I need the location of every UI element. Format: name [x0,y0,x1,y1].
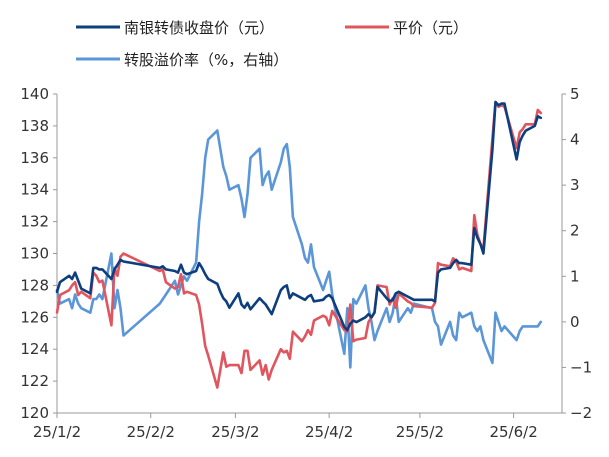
chart-legend: 南银转债收盘价（元） 平价（元） 转股溢价率（%，右轴） [76,19,468,69]
chart-series: 转股溢价率（%，右轴）平价（元）南银转债收盘价（元） [55,100,543,389]
left-y-tick-label: 140 [20,85,49,103]
series-line-3: 转股溢价率（%，右轴） [55,129,543,369]
right-y-tick-label: 4 [570,131,580,149]
left-y-tick-label: 124 [20,340,49,358]
right-y-tick-label: −1 [570,358,592,376]
right-y-tick-label: 2 [570,222,580,240]
right-y-tick-label: 0 [570,313,580,331]
left-y-tick-label: 134 [20,181,49,199]
legend-label-3: 转股溢价率（%，右轴） [124,51,288,69]
left-y-tick-label: 136 [20,149,49,167]
left-y-tick-label: 126 [20,308,49,326]
legend-label-2: 平价（元） [393,19,468,37]
left-y-tick-label: 138 [20,117,49,135]
left-y-tick-label: 132 [20,213,49,231]
x-tick-label: 25/3/2 [211,423,259,441]
left-y-tick-label: 122 [20,372,49,390]
x-tick-label: 25/5/2 [396,423,444,441]
right-y-tick-label: 3 [570,176,580,194]
chart-ticks: 120122124126128130132134136138140−2−1012… [20,85,592,441]
left-y-tick-label: 128 [20,276,49,294]
left-y-tick-label: 120 [20,404,49,422]
x-tick-label: 25/1/2 [33,423,81,441]
right-y-tick-label: −2 [570,404,592,422]
right-y-tick-label: 5 [570,85,580,103]
x-tick-label: 25/2/2 [127,423,175,441]
series-line-1: 南银转债收盘价（元） [55,100,543,332]
right-y-tick-label: 1 [570,267,580,285]
series-line-2: 平价（元） [55,100,543,389]
legend-label-1: 南银转债收盘价（元） [124,19,274,37]
x-tick-label: 25/6/2 [489,423,537,441]
left-y-tick-label: 130 [20,245,49,263]
x-tick-label: 25/4/2 [305,423,353,441]
